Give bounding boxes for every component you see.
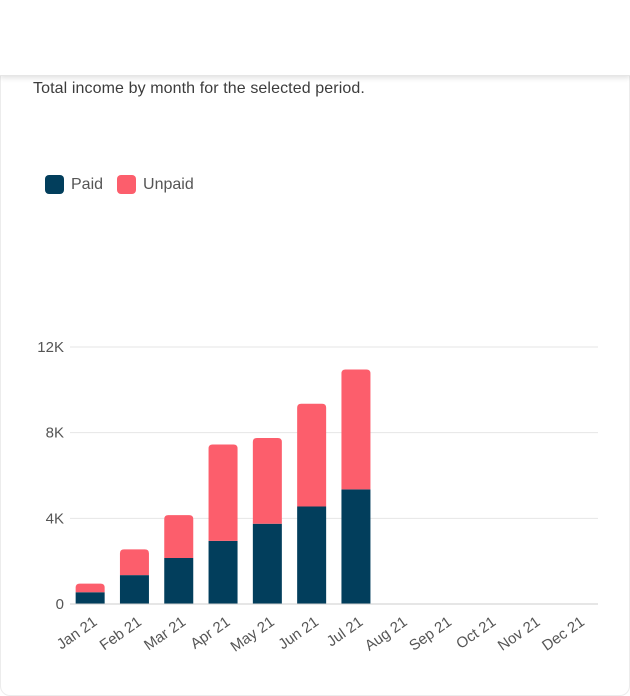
bar-unpaid[interactable] bbox=[208, 444, 238, 541]
bar-unpaid[interactable] bbox=[75, 583, 105, 593]
x-tick-label: Oct 21 bbox=[453, 613, 499, 652]
bar-unpaid[interactable] bbox=[252, 438, 282, 524]
bar-paid[interactable] bbox=[297, 506, 327, 604]
top-bar bbox=[0, 0, 630, 76]
x-tick-label: Feb 21 bbox=[97, 613, 145, 654]
bars-layer bbox=[75, 369, 371, 604]
legend-label-unpaid: Unpaid bbox=[143, 175, 194, 193]
bar-paid[interactable] bbox=[119, 575, 149, 604]
bar-paid[interactable] bbox=[208, 540, 238, 604]
y-tick-label: 0 bbox=[56, 596, 64, 613]
x-tick-label: Jan 21 bbox=[54, 613, 101, 653]
x-tick-label: Jul 21 bbox=[324, 613, 367, 650]
chart-legend: Paid Unpaid bbox=[45, 175, 208, 194]
grid-layer bbox=[70, 346, 598, 519]
legend-swatch-paid bbox=[45, 175, 64, 194]
x-tick-label: Jun 21 bbox=[275, 613, 322, 653]
bar-paid[interactable] bbox=[164, 557, 194, 604]
x-tick-label: Aug 21 bbox=[362, 613, 411, 654]
bar-unpaid[interactable] bbox=[297, 403, 327, 507]
bar-unpaid[interactable] bbox=[164, 515, 194, 558]
legend-item-paid[interactable]: Paid bbox=[45, 175, 103, 194]
y-tick-label: 8K bbox=[46, 425, 64, 442]
x-tick-label: Apr 21 bbox=[187, 613, 233, 652]
x-tick-label: Nov 21 bbox=[495, 613, 544, 654]
legend-swatch-unpaid bbox=[117, 175, 137, 194]
legend-label-paid: Paid bbox=[71, 175, 104, 193]
bar-unpaid[interactable] bbox=[119, 549, 149, 576]
chart-subtitle: Total income by month for the selected p… bbox=[33, 80, 365, 97]
x-tick-label: Sep 21 bbox=[406, 613, 455, 654]
x-tick-label: Dec 21 bbox=[539, 613, 588, 654]
bar-unpaid[interactable] bbox=[341, 369, 371, 490]
bar-paid[interactable] bbox=[252, 523, 282, 604]
legend-item-unpaid[interactable]: Unpaid bbox=[117, 175, 194, 194]
bar-paid[interactable] bbox=[75, 592, 105, 604]
bar-paid[interactable] bbox=[341, 489, 371, 604]
y-tick-label: 12K bbox=[37, 339, 64, 356]
x-tick-label: May 21 bbox=[228, 613, 278, 655]
x-tick-label: Mar 21 bbox=[141, 613, 189, 654]
y-tick-label: 4K bbox=[46, 510, 64, 527]
